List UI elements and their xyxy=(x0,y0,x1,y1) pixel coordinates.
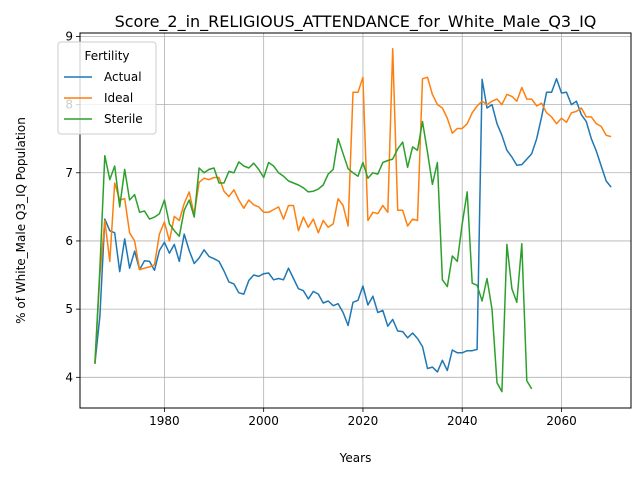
y-tick-label: 5 xyxy=(65,302,73,316)
legend-label-ideal: Ideal xyxy=(104,91,133,105)
legend-box xyxy=(57,41,157,135)
chart-title: Score_2_in_RELIGIOUS_ATTENDANCE_for_Whit… xyxy=(115,12,597,32)
x-axis-label: Years xyxy=(339,451,372,465)
legend: Fertility Actual Ideal Sterile xyxy=(57,41,157,135)
series-line-ideal xyxy=(94,47,612,364)
y-tick-label: 6 xyxy=(65,234,73,248)
x-axis-ticks: 1980 2000 2020 2040 2060 xyxy=(149,408,577,428)
x-tick-label: 2040 xyxy=(447,414,478,428)
x-tick-label: 2020 xyxy=(348,414,379,428)
y-tick-label: 9 xyxy=(65,29,73,43)
x-tick-label: 2060 xyxy=(546,414,577,428)
series-line-actual xyxy=(94,77,612,373)
series-line-sterile xyxy=(94,120,533,393)
plot-frame xyxy=(79,32,632,409)
y-axis-label: % of White_Male Q3_IQ Population xyxy=(14,117,28,324)
series-lines xyxy=(94,47,612,393)
x-tick-label: 2000 xyxy=(248,414,279,428)
legend-title: Fertility xyxy=(84,49,129,63)
x-tick-label: 1980 xyxy=(149,414,180,428)
legend-label-actual: Actual xyxy=(104,70,142,84)
y-tick-label: 7 xyxy=(65,166,73,180)
y-tick-label: 4 xyxy=(65,370,73,384)
legend-label-sterile: Sterile xyxy=(104,112,143,126)
